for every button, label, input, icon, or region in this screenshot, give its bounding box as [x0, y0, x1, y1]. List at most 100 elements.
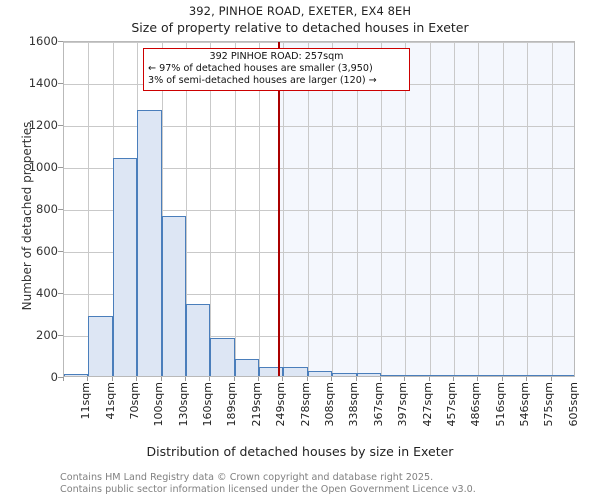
y-axis-tick-label: 600 [36, 244, 58, 258]
histogram-bar [88, 316, 113, 376]
x-axis-tick-label: 308sqm [323, 382, 336, 427]
y-axis-tick-mark [58, 167, 63, 168]
x-axis-tick-label: 397sqm [396, 382, 410, 427]
x-axis-tick-mark [550, 377, 552, 381]
histogram-bar [429, 375, 455, 376]
y-axis-label: Number of detached properties [20, 121, 34, 311]
gridline-vertical [380, 42, 382, 376]
x-axis-tick-mark [477, 377, 479, 381]
x-axis-tick-label: 278sqm [298, 382, 312, 427]
histogram-bar [210, 338, 235, 376]
histogram-bar [454, 375, 479, 376]
x-axis-tick-label: 11sqm [79, 382, 93, 420]
annotation-smaller-line: ← 97% of detached houses are smaller (3,… [148, 62, 373, 74]
x-axis-tick-mark [111, 377, 113, 381]
gridline-vertical [356, 42, 358, 376]
histogram-bar [161, 216, 186, 376]
annotation-larger-line: 3% of semi-detached houses are larger (1… [148, 74, 377, 86]
y-axis-tick-label: 1000 [28, 160, 58, 174]
y-axis-tick-mark [58, 83, 63, 84]
histogram-bar [551, 375, 574, 376]
y-axis-tick-label: 1200 [28, 118, 58, 132]
x-axis: 11sqm 41sqm 70sqm 100sqm 130sqm 160sqm 189sqm 2… [63, 377, 580, 437]
chart-title-subtitle: Size of property relative to detached ho… [131, 20, 469, 35]
y-axis-tick-mark [58, 335, 63, 336]
x-axis-tick-mark [184, 377, 186, 381]
y-axis-tick-mark [58, 251, 63, 252]
gridline-horizontal [64, 210, 574, 211]
y-axis-tick-label: 800 [36, 202, 58, 216]
x-axis-tick-label: 605sqm [566, 382, 580, 427]
x-axis-tick-mark [87, 377, 89, 381]
x-axis-tick-label: 338sqm [347, 382, 361, 427]
x-axis-tick-label: 516sqm [493, 382, 507, 427]
footer-line-1: Contains HM Land Registry data © Crown c… [60, 472, 434, 483]
x-axis-tick-mark [136, 377, 138, 381]
histogram-bar [478, 375, 503, 376]
property-size-marker-line [278, 42, 281, 376]
x-axis-tick-label: 130sqm [176, 382, 190, 427]
x-axis-tick-mark [404, 377, 406, 381]
gridline-vertical [551, 42, 553, 376]
histogram-bar [185, 304, 211, 376]
gridline-vertical [332, 42, 334, 376]
histogram-bar [405, 375, 430, 376]
x-axis-tick-label: 457sqm [444, 382, 458, 427]
x-axis-tick-mark [355, 377, 357, 381]
histogram-bar [137, 110, 162, 376]
histogram-bar [380, 375, 406, 376]
x-axis-tick-mark [209, 377, 211, 381]
histogram-bar [64, 374, 89, 376]
gridline-vertical [234, 42, 236, 376]
y-axis-tick-label: 400 [36, 286, 58, 300]
footer-line-2: Contains public sector information licen… [60, 484, 476, 496]
plot-area [63, 41, 575, 377]
gridline-horizontal [64, 126, 574, 127]
histogram-bar [502, 375, 528, 376]
gridline-vertical [478, 42, 480, 376]
y-axis-tick-mark [58, 125, 63, 126]
y-axis-tick-label: 0 [50, 370, 58, 384]
y-axis-tick-mark [58, 377, 63, 378]
gridline-horizontal [64, 294, 574, 295]
gridline-horizontal [64, 168, 574, 169]
gridline-horizontal [64, 252, 574, 253]
y-axis-tick-label: 1400 [28, 76, 58, 90]
x-axis-tick-mark [331, 377, 333, 381]
y-axis: 0 200 400 600 800 1000 1200 1400 1600 [0, 34, 63, 384]
footer-attribution: Contains HM Land Registry data © Crown c… [60, 472, 580, 497]
x-axis-tick-mark [453, 377, 455, 381]
x-axis-label: Distribution of detached houses by size … [146, 444, 454, 459]
x-axis-tick-mark [526, 377, 528, 381]
y-axis-tick-mark [58, 41, 63, 42]
y-axis-tick-label: 200 [36, 328, 58, 342]
histogram-bar [307, 370, 333, 376]
histogram-bar [332, 373, 357, 376]
x-axis-tick-label: 575sqm [542, 382, 556, 427]
gridline-vertical [185, 42, 187, 376]
gridline-vertical [161, 42, 163, 376]
gridline-vertical [527, 42, 529, 376]
gridline-vertical [88, 42, 90, 376]
gridline-vertical [259, 42, 261, 376]
gridline-horizontal [64, 42, 574, 43]
histogram-bar [527, 375, 552, 376]
x-axis-tick-mark [428, 377, 430, 381]
x-axis-tick-mark [282, 377, 284, 381]
histogram-bar [356, 373, 381, 376]
x-axis-tick-label: 100sqm [152, 382, 166, 427]
gridline-vertical [210, 42, 212, 376]
gridline-vertical [283, 42, 285, 376]
x-axis-tick-mark [501, 377, 503, 381]
x-axis-tick-mark [233, 377, 235, 381]
x-axis-tick-label: 249sqm [274, 382, 288, 427]
larger-properties-shaded-region [278, 42, 574, 376]
x-axis-tick-mark [306, 377, 308, 381]
chart-title-address: 392, PINHOE ROAD, EXETER, EX4 8EH [188, 4, 412, 18]
gridline-vertical [307, 42, 309, 376]
x-axis-tick-label: 70sqm [127, 382, 141, 420]
gridline-vertical [454, 42, 456, 376]
y-axis-tick-mark [58, 209, 63, 210]
y-axis-tick-label: 1600 [28, 34, 58, 48]
